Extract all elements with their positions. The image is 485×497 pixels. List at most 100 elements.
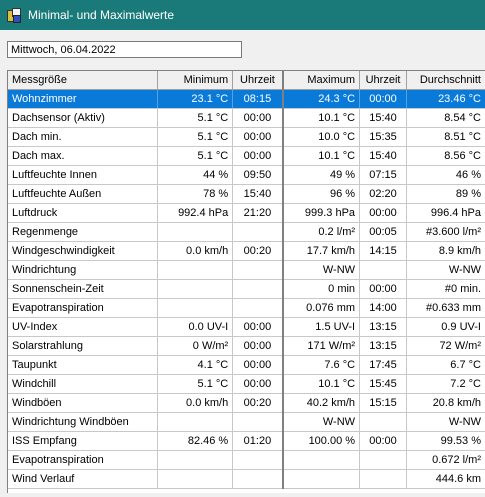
cell-max: 10.1 °C (282, 374, 361, 394)
cell-avg: 89 % (406, 184, 485, 204)
column-header-name[interactable]: Messgröße (8, 71, 159, 90)
cell-max-time (359, 260, 408, 280)
cell-avg: 8.9 km/h (406, 241, 485, 261)
cell-max: 49 % (282, 165, 361, 185)
cell-min: 0.0 km/h (157, 241, 234, 261)
cell-name: Taupunkt (8, 355, 159, 375)
cell-min-time (232, 450, 284, 470)
cell-avg: #3.600 l/m² (406, 222, 485, 242)
cell-avg: #0 min. (406, 279, 485, 299)
cell-min-time: 00:00 (232, 355, 284, 375)
column-header-min-time[interactable]: Uhrzeit (232, 71, 284, 90)
cell-min (157, 260, 234, 280)
cell-min: 5.1 °C (157, 374, 234, 394)
table-row[interactable]: Dach max. 5.1 °C 00:00 10.1 °C 15:40 8.56 °C (8, 146, 485, 166)
cell-min-time: 21:20 (232, 203, 284, 223)
date-picker[interactable]: Mittwoch, 06.04.2022 (7, 41, 242, 58)
cell-min: 992.4 hPa (157, 203, 234, 223)
table-row[interactable]: ISS Empfang 82.46 % 01:20 100.00 % 00:00 99.5… (8, 431, 485, 451)
cell-min (157, 298, 234, 318)
cell-name: Wohnzimmer (8, 89, 159, 109)
table-row[interactable]: Windböen 0.0 km/h 00:20 40.2 km/h 15:15 20.8 … (8, 393, 485, 413)
cell-max: 100.00 % (282, 431, 361, 451)
cell-avg: 8.51 °C (406, 127, 485, 147)
cell-avg: 6.7 °C (406, 355, 485, 375)
cell-name: Windrichtung (8, 260, 159, 280)
cell-max: 24.3 °C (282, 89, 361, 109)
cell-max-time: 13:15 (359, 317, 408, 337)
column-header-min[interactable]: Minimum (157, 71, 234, 90)
cell-max: 999.3 hPa (282, 203, 361, 223)
table-row[interactable]: Dachsensor (Aktiv) 5.1 °C 00:00 10.1 °C 15:4… (8, 108, 485, 128)
cell-max: 10.1 °C (282, 146, 361, 166)
cell-name: Solarstrahlung (8, 336, 159, 356)
table-row[interactable]: Evapotranspiration 0.076 mm 14:00 #0.633 mm (8, 298, 485, 318)
cell-min: 0 W/m² (157, 336, 234, 356)
cell-max-time: 00:00 (359, 89, 408, 109)
cell-max: 171 W/m² (282, 336, 361, 356)
cell-max: 40.2 km/h (282, 393, 361, 413)
column-header-avg[interactable]: Durchschnitt (406, 71, 485, 90)
cell-min-time: 08:15 (232, 89, 284, 109)
cell-avg: 72 W/m² (406, 336, 485, 356)
table-row[interactable]: Windgeschwindigkeit 0.0 km/h 00:20 17.7 km/… (8, 241, 485, 261)
cell-min: 5.1 °C (157, 108, 234, 128)
min-max-grid[interactable]: Messgröße Minimum Uhrzeit Maximum Uhrzei… (7, 70, 485, 493)
cell-max-time (359, 412, 408, 432)
cell-max: W-NW (282, 412, 361, 432)
table-row[interactable]: Sonnenschein-Zeit 0 min 00:00 #0 min. (8, 279, 485, 299)
cell-min: 78 % (157, 184, 234, 204)
table-row[interactable]: Wohnzimmer 23.1 °C 08:15 24.3 °C 00:00 23.46 … (8, 89, 485, 109)
cell-min-time: 00:00 (232, 127, 284, 147)
weather-app-icon (7, 8, 21, 23)
table-row[interactable]: Solarstrahlung 0 W/m² 00:00 171 W/m² 13:15 72… (8, 336, 485, 356)
table-row[interactable]: Luftfeuchte Außen 78 % 15:40 96 % 02:20 89 % (8, 184, 485, 204)
cell-min: 0.0 UV-I (157, 317, 234, 337)
table-row[interactable]: Wind Verlauf 444.6 km (8, 469, 485, 489)
column-header-max-time[interactable]: Uhrzeit (359, 71, 408, 90)
table-row[interactable]: Luftfeuchte Innen 44 % 09:50 49 % 07:15 46 % (8, 165, 485, 185)
cell-min: 0.0 km/h (157, 393, 234, 413)
header-row: Messgröße Minimum Uhrzeit Maximum Uhrzei… (8, 71, 485, 90)
cell-name: Luftdruck (8, 203, 159, 223)
column-header-max[interactable]: Maximum (282, 71, 361, 90)
window-title: Minimal- und Maximalwerte (28, 8, 175, 22)
cell-avg: 7.2 °C (406, 374, 485, 394)
table-row[interactable]: Taupunkt 4.1 °C 00:00 7.6 °C 17:45 6.7 °C (8, 355, 485, 375)
cell-max-time: 07:15 (359, 165, 408, 185)
cell-min-time: 00:00 (232, 146, 284, 166)
cell-avg: W-NW (406, 260, 485, 280)
cell-name: ISS Empfang (8, 431, 159, 451)
table-row[interactable]: Regenmenge 0.2 l/m² 00:05 #3.600 l/m² (8, 222, 485, 242)
cell-min-time: 00:00 (232, 374, 284, 394)
cell-min-time (232, 469, 284, 489)
cell-max: W-NW (282, 260, 361, 280)
cell-min-time (232, 279, 284, 299)
cell-min-time: 01:20 (232, 431, 284, 451)
cell-avg: 0.672 l/m² (406, 450, 485, 470)
cell-min (157, 469, 234, 489)
cell-name: Luftfeuchte Außen (8, 184, 159, 204)
table-row[interactable]: Evapotranspiration 0.672 l/m² (8, 450, 485, 470)
cell-min-time (232, 298, 284, 318)
table-row[interactable]: Luftdruck 992.4 hPa 21:20 999.3 hPa 00:00 996… (8, 203, 485, 223)
table-row[interactable]: UV-Index 0.0 UV-I 00:00 1.5 UV-I 13:15 0.9 UV… (8, 317, 485, 337)
cell-max-time: 17:45 (359, 355, 408, 375)
cell-name: Regenmenge (8, 222, 159, 242)
cell-avg: 46 % (406, 165, 485, 185)
cell-name: Windchill (8, 374, 159, 394)
title-bar[interactable]: Minimal- und Maximalwerte (0, 0, 485, 30)
table-row[interactable]: Windrichtung Windböen W-NW W-NW (8, 412, 485, 432)
cell-max-time: 00:00 (359, 431, 408, 451)
min-max-table: Messgröße Minimum Uhrzeit Maximum Uhrzei… (8, 71, 485, 489)
cell-max-time: 00:05 (359, 222, 408, 242)
cell-name: Sonnenschein-Zeit (8, 279, 159, 299)
cell-min: 5.1 °C (157, 127, 234, 147)
table-row[interactable]: Windrichtung W-NW W-NW (8, 260, 485, 280)
cell-max-time: 14:00 (359, 298, 408, 318)
cell-min (157, 222, 234, 242)
table-row[interactable]: Windchill 5.1 °C 00:00 10.1 °C 15:45 7.2 °C (8, 374, 485, 394)
cell-max-time (359, 469, 408, 489)
table-row[interactable]: Dach min. 5.1 °C 00:00 10.0 °C 15:35 8.51 °C (8, 127, 485, 147)
cell-name: Evapotranspiration (8, 450, 159, 470)
